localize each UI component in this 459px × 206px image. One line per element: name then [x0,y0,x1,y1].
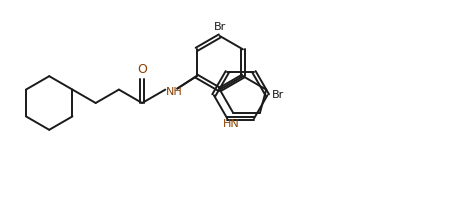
Text: NH: NH [166,86,183,96]
Text: Br: Br [213,22,226,32]
Text: O: O [137,63,147,76]
Text: Br: Br [271,90,284,100]
Text: HN: HN [223,118,240,128]
